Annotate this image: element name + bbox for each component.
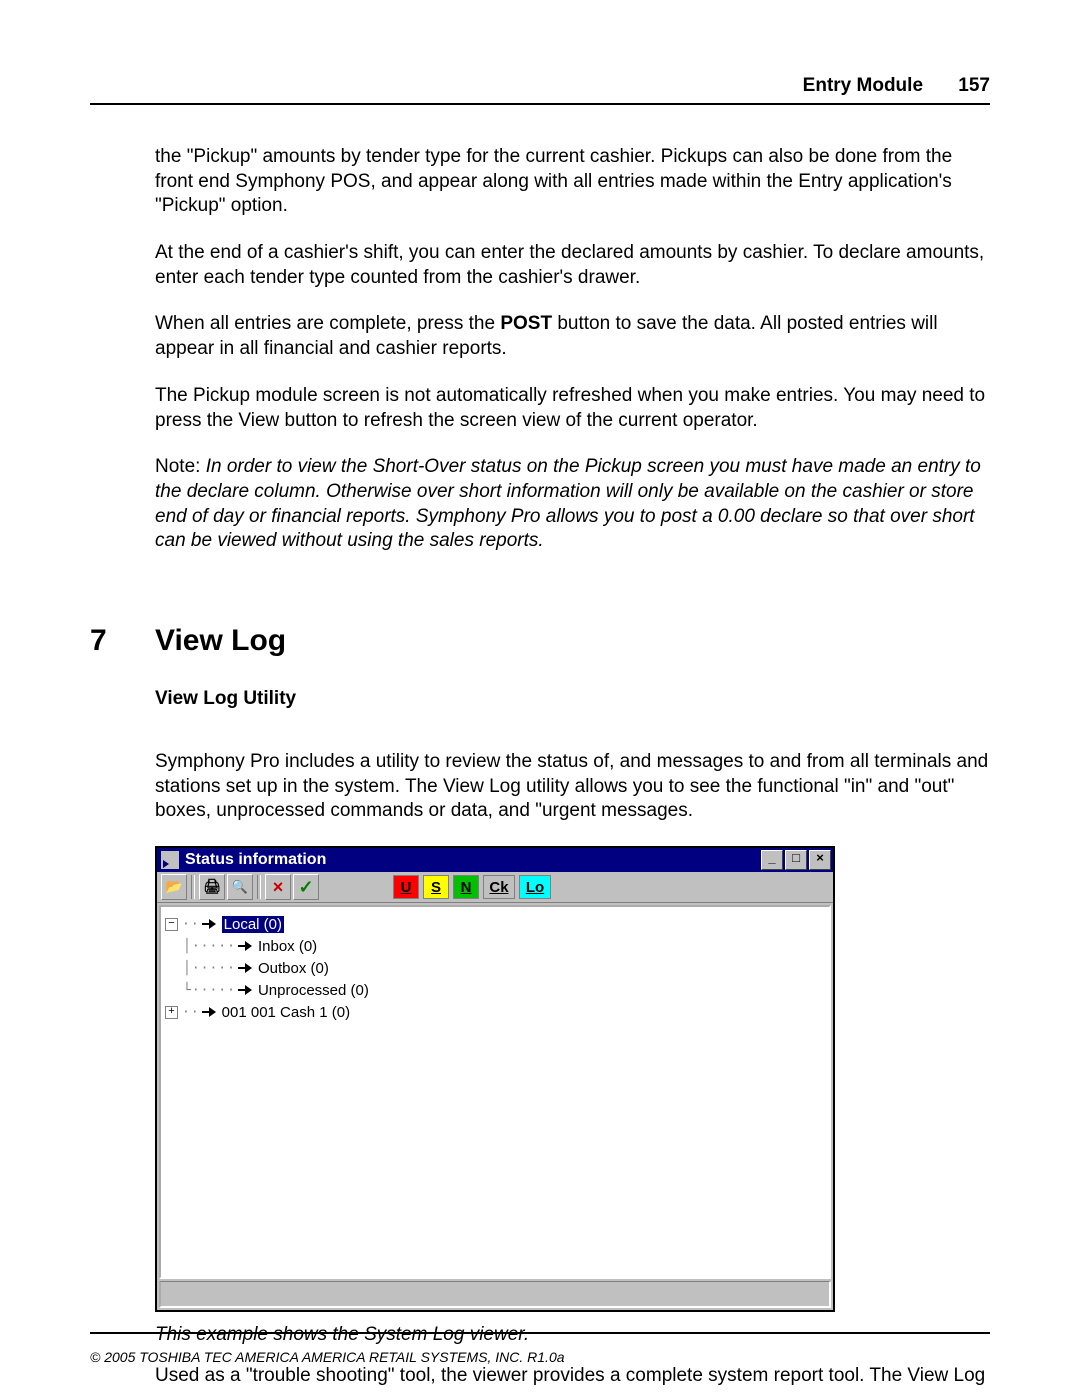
body-text-block: the "Pickup" amounts by tender type for … xyxy=(155,145,990,554)
arrow-icon xyxy=(202,919,218,929)
tree-connector: │····· xyxy=(183,961,236,976)
note-body: In order to view the Short-Over status o… xyxy=(155,456,981,551)
ck-filter-button[interactable]: Ck xyxy=(483,875,515,899)
tree-connector: └····· xyxy=(183,983,236,998)
tree-node-outbox[interactable]: │····· Outbox (0) xyxy=(165,957,825,979)
tree-connector: ·· xyxy=(182,917,200,932)
tree-view[interactable]: − ·· Local (0) │····· Inbox (0) │····· O… xyxy=(161,907,829,1029)
tree-node-inbox[interactable]: │····· Inbox (0) xyxy=(165,935,825,957)
toolbar-separator xyxy=(191,875,195,899)
lo-filter-button[interactable]: Lo xyxy=(519,875,551,899)
print-preview-button[interactable] xyxy=(227,874,253,900)
printer-icon xyxy=(203,878,221,896)
figure-caption: This example shows the System Log viewer… xyxy=(155,1324,990,1346)
section-body: View Log Utility Symphony Pro includes a… xyxy=(155,688,990,1389)
footer-rule xyxy=(90,1332,990,1334)
arrow-icon xyxy=(238,963,254,973)
section-subhead: View Log Utility xyxy=(155,688,990,710)
tree-node-label: Local (0) xyxy=(222,916,284,933)
header-rule xyxy=(90,103,990,105)
delete-button[interactable]: × xyxy=(265,874,291,900)
text-run: When all entries are complete, press the xyxy=(155,313,500,334)
collapse-icon[interactable]: − xyxy=(165,918,178,931)
header-module: Entry Module xyxy=(803,75,923,96)
note-label: Note: xyxy=(155,456,206,477)
tree-node-label: Outbox (0) xyxy=(258,960,329,977)
urgent-filter-button[interactable]: U xyxy=(393,875,419,899)
s-filter-button[interactable]: S xyxy=(423,875,449,899)
print-button[interactable] xyxy=(199,874,225,900)
paragraph: Symphony Pro includes a utility to revie… xyxy=(155,750,990,824)
tree-node-local[interactable]: − ·· Local (0) xyxy=(165,913,825,935)
status-information-window: Status information _ □ × × ✓ U S N Ck Lo xyxy=(155,846,835,1312)
section-heading-row: 7 View Log xyxy=(90,624,990,658)
paragraph: The Pickup module screen is not automati… xyxy=(155,384,990,433)
arrow-icon xyxy=(238,941,254,951)
tree-node-unprocessed[interactable]: └····· Unprocessed (0) xyxy=(165,979,825,1001)
close-button[interactable]: × xyxy=(809,850,831,870)
paragraph: When all entries are complete, press the… xyxy=(155,312,990,361)
paragraph: At the end of a cashier's shift, you can… xyxy=(155,241,990,290)
note-paragraph: Note: In order to view the Short-Over st… xyxy=(155,455,990,554)
toolbar-separator xyxy=(257,875,261,899)
tree-node-label: Unprocessed (0) xyxy=(258,982,369,999)
open-button[interactable] xyxy=(161,874,187,900)
expand-icon[interactable]: + xyxy=(165,1006,178,1019)
post-button-reference: POST xyxy=(500,313,552,334)
paragraph: the "Pickup" amounts by tender type for … xyxy=(155,145,990,219)
window-titlebar[interactable]: Status information _ □ × xyxy=(157,848,833,872)
document-page: Entry Module 157 the "Pickup" amounts by… xyxy=(0,0,1080,1397)
tree-connector: │····· xyxy=(183,939,236,954)
maximize-button[interactable]: □ xyxy=(785,850,807,870)
paragraph: Used as a "trouble shooting" tool, the v… xyxy=(155,1364,990,1389)
footer-copyright: © 2005 TOSHIBA TEC AMERICA AMERICA RETAI… xyxy=(90,1349,565,1365)
toolbar: × ✓ U S N Ck Lo xyxy=(157,872,833,903)
accept-button[interactable]: ✓ xyxy=(293,874,319,900)
n-filter-button[interactable]: N xyxy=(453,875,479,899)
arrow-icon xyxy=(238,985,254,995)
magnifier-icon xyxy=(232,878,248,896)
minimize-button[interactable]: _ xyxy=(761,850,783,870)
header-page-number: 157 xyxy=(958,75,990,96)
status-bar xyxy=(159,1281,831,1308)
window-title: Status information xyxy=(185,851,759,869)
app-icon xyxy=(161,851,179,869)
tree-connector: ·· xyxy=(182,1005,200,1020)
folder-open-icon xyxy=(165,878,182,896)
arrow-icon xyxy=(202,1007,218,1017)
tree-node-cash1[interactable]: + ·· 001 001 Cash 1 (0) xyxy=(165,1001,825,1023)
section-number: 7 xyxy=(90,624,155,658)
page-header: Entry Module 157 xyxy=(90,75,990,97)
section-title: View Log xyxy=(155,624,286,658)
tree-panel: − ·· Local (0) │····· Inbox (0) │····· O… xyxy=(159,905,831,1279)
tree-node-label: 001 001 Cash 1 (0) xyxy=(222,1004,350,1021)
tree-node-label: Inbox (0) xyxy=(258,938,317,955)
